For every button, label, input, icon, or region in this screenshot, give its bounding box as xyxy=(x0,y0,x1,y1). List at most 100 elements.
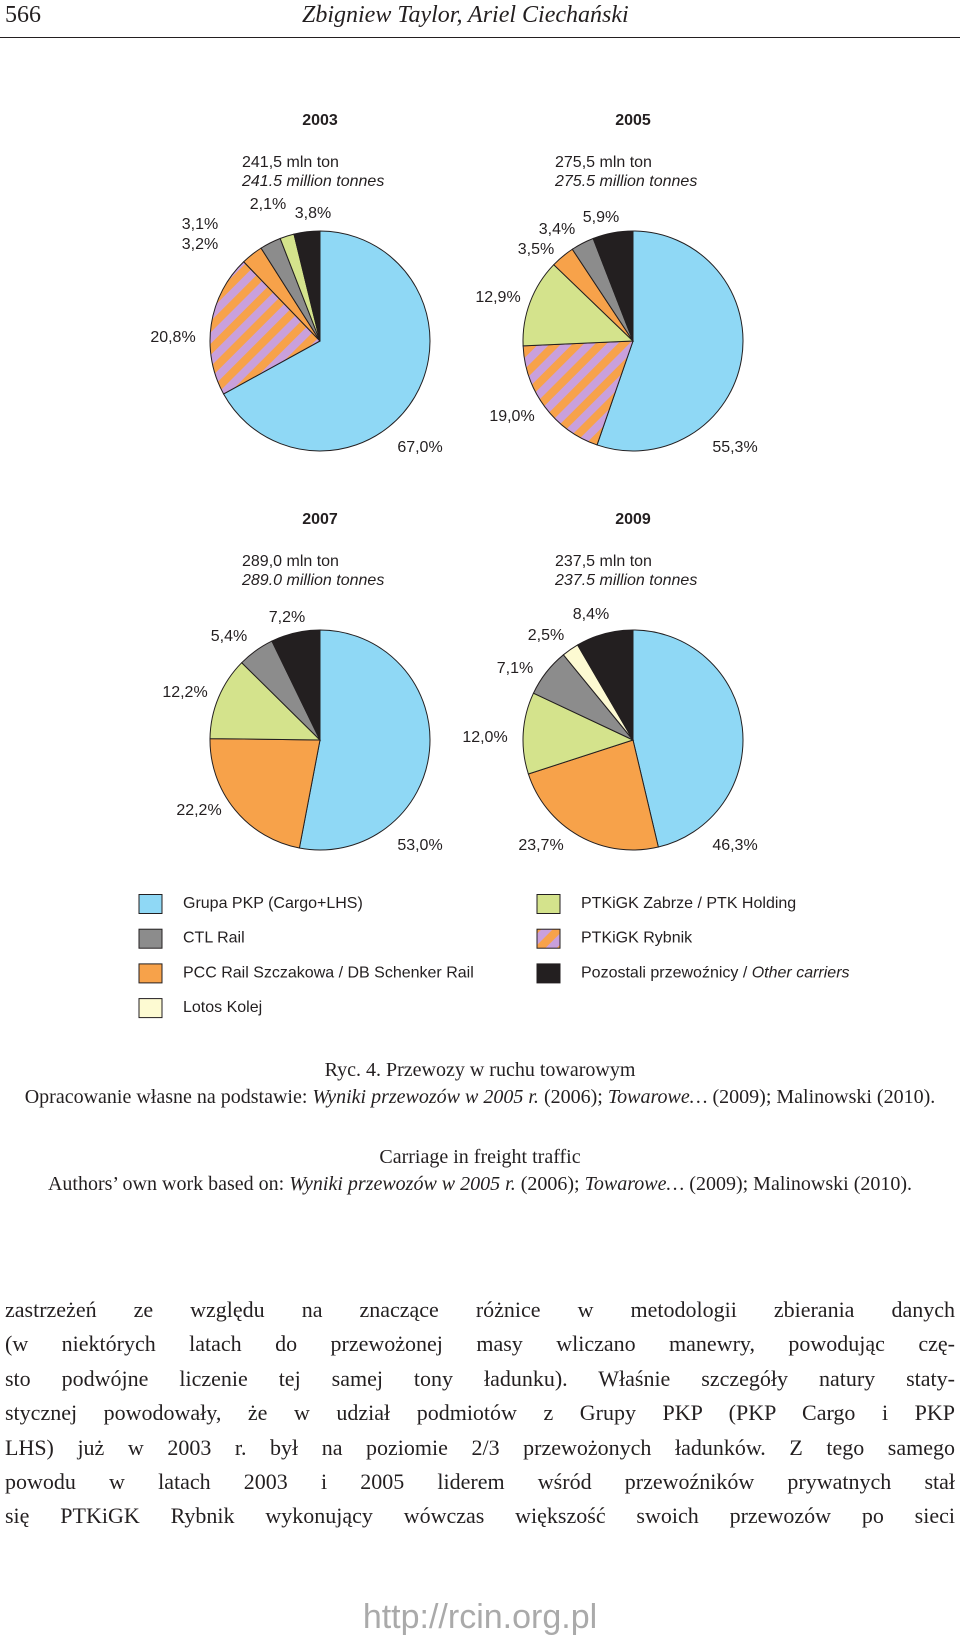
legend-swatch xyxy=(138,998,163,1019)
chart-title: 2007 xyxy=(302,511,338,528)
slice-label: 3,5% xyxy=(518,241,554,258)
legend-swatch xyxy=(138,894,163,914)
slice-label: 55,3% xyxy=(712,439,757,456)
chart-title: 2005 xyxy=(615,112,651,129)
chart-subtitle-en: 275.5 million tonnes xyxy=(554,173,697,190)
body-line: się PTKiGK Rybnik wykonujący wówczas wię… xyxy=(5,1503,955,1529)
slice-label: 3,4% xyxy=(539,221,575,238)
slice-label: 22,2% xyxy=(176,802,221,819)
pie-slice xyxy=(522,340,634,446)
caption-run: (2006); xyxy=(515,1173,585,1195)
caption-title: Ryc. 4. Przewozy w ruchu towarowym xyxy=(324,1059,636,1081)
pie-slice xyxy=(592,230,634,342)
slice-label: 12,2% xyxy=(162,684,207,701)
slice-label: 5,9% xyxy=(583,209,619,226)
legend-label-text: Lotos Kolej xyxy=(183,999,262,1016)
chart-title: 2009 xyxy=(615,511,651,528)
legend-swatch xyxy=(536,894,561,914)
caption-source: Opracowanie własne na podstawie: Wyniki … xyxy=(5,1084,955,1111)
caption-run: Authors’ own work based on: xyxy=(47,1173,290,1195)
slice-label: 3,8% xyxy=(295,205,331,222)
pie-slice xyxy=(632,629,744,848)
slice-label: 3,2% xyxy=(182,236,218,253)
caption-run: Towarowe… xyxy=(584,1173,685,1195)
legend-label-text: CTL Rail xyxy=(183,930,245,947)
pie-slice xyxy=(293,230,321,342)
pie-slice xyxy=(596,230,744,452)
chart-title: 2003 xyxy=(302,112,338,129)
slice-label: 19,0% xyxy=(489,408,534,425)
body-line: LHS) już w 2003 r. był na poziomie 2/3 p… xyxy=(5,1434,955,1460)
slice-label: 67,0% xyxy=(397,439,442,456)
caption-run: Wyniki przewozów w 2005 r. xyxy=(312,1086,539,1108)
caption-run: Towarowe… xyxy=(607,1086,708,1108)
legend-label: Lotos Kolej xyxy=(183,999,262,1016)
chart-subtitle-en: 237.5 million tonnes xyxy=(554,572,697,589)
body-line: sto podwójne liczenie tej samej tony ład… xyxy=(5,1365,955,1391)
legend-label-text: Pozostali przewoźnicy / xyxy=(581,965,752,982)
chart-subtitle-en: 289.0 million tonnes xyxy=(241,572,384,589)
caption-run: Opracowanie własne na podstawie: xyxy=(24,1086,313,1108)
pie-slice xyxy=(522,692,635,775)
legend-label-text: Grupa PKP (Cargo+LHS) xyxy=(183,895,363,912)
body-line: zastrzeżeń ze względu na znaczące różnic… xyxy=(5,1297,955,1322)
body-line: (w niektórych latach do przewożonej masy… xyxy=(5,1331,955,1357)
figure: 2003 241,5 mln ton 241.5 million tonnes 67,… xyxy=(138,112,850,1019)
slice-label: 2,1% xyxy=(250,196,286,213)
slice-label: 5,4% xyxy=(211,628,247,645)
legend-label: Pozostali przewoźnicy / Other carriers xyxy=(581,965,850,982)
slice-label: 12,9% xyxy=(475,289,520,306)
legend-swatch xyxy=(138,928,163,949)
slice-label: 8,4% xyxy=(573,606,609,623)
slice-label: 7,1% xyxy=(497,660,533,677)
chart-subtitle: 237,5 mln ton xyxy=(555,553,652,570)
slice-label: 53,0% xyxy=(397,837,442,854)
pie-slice xyxy=(527,739,659,851)
slice-label: 3,1% xyxy=(182,216,218,233)
chart-subtitle-en: 241.5 million tonnes xyxy=(241,173,384,190)
legend-label-text: PTKiGK Rybnik xyxy=(581,930,693,947)
body-text: zastrzeżeń ze względu na znaczące różnic… xyxy=(5,1293,955,1534)
slice-label: 23,7% xyxy=(518,837,563,854)
caption-run: (2009); Malinowski (2010). xyxy=(707,1086,936,1108)
pie-slice xyxy=(209,261,321,395)
pie-slice xyxy=(522,263,635,347)
authors: Zbigniew Taylor, Ariel Ciechański xyxy=(302,2,629,28)
pie-slice xyxy=(222,230,431,452)
legend-label-text: PCC Rail Szczakowa / DB Schenker Rail xyxy=(183,965,474,982)
caption-source-en: Authors’ own work based on: Wyniki przew… xyxy=(5,1171,955,1198)
legend-label: PTKiGK Rybnik xyxy=(581,930,693,947)
body-line: powodu w latach 2003 i 2005 liderem wśró… xyxy=(5,1469,955,1495)
header-rule xyxy=(0,37,960,38)
page-number: 566 xyxy=(5,2,41,28)
footer-url: http://rcin.org.pl xyxy=(362,1598,598,1636)
legend-label: CTL Rail xyxy=(183,930,245,947)
pie-slice xyxy=(209,662,322,741)
body-line: stycznej powodowały, że w udział podmiot… xyxy=(5,1400,955,1426)
caption-run: (2006); xyxy=(538,1086,608,1108)
legend-swatch xyxy=(536,963,561,984)
slice-label: 20,8% xyxy=(150,329,195,346)
legend-label-en: Other carriers xyxy=(752,965,850,982)
caption-title-en: Carriage in freight traffic xyxy=(379,1146,581,1168)
chart-subtitle: 241,5 mln ton xyxy=(242,154,339,171)
slice-label: 12,0% xyxy=(462,729,507,746)
slice-label: 2,5% xyxy=(528,627,564,644)
legend-label-text: PTKiGK Zabrze / PTK Holding xyxy=(581,895,796,912)
slice-label: 7,2% xyxy=(269,609,305,626)
pie-slice xyxy=(576,629,634,742)
caption-run: (2009); Malinowski (2010). xyxy=(684,1173,913,1195)
legend-swatch xyxy=(536,928,561,949)
legend-label: PCC Rail Szczakowa / DB Schenker Rail xyxy=(183,965,474,982)
caption-run: Wyniki przewozów w 2005 r. xyxy=(289,1173,516,1195)
pie-slice xyxy=(298,629,431,851)
chart-subtitle: 275,5 mln ton xyxy=(555,154,652,171)
chart-subtitle: 289,0 mln ton xyxy=(242,553,339,570)
pie-slice xyxy=(209,738,321,849)
legend-label: Grupa PKP (Cargo+LHS) xyxy=(183,895,363,912)
pie-slice xyxy=(271,629,321,741)
slice-label: 46,3% xyxy=(712,837,757,854)
legend-label: PTKiGK Zabrze / PTK Holding xyxy=(581,895,796,912)
legend-swatch xyxy=(138,963,163,984)
